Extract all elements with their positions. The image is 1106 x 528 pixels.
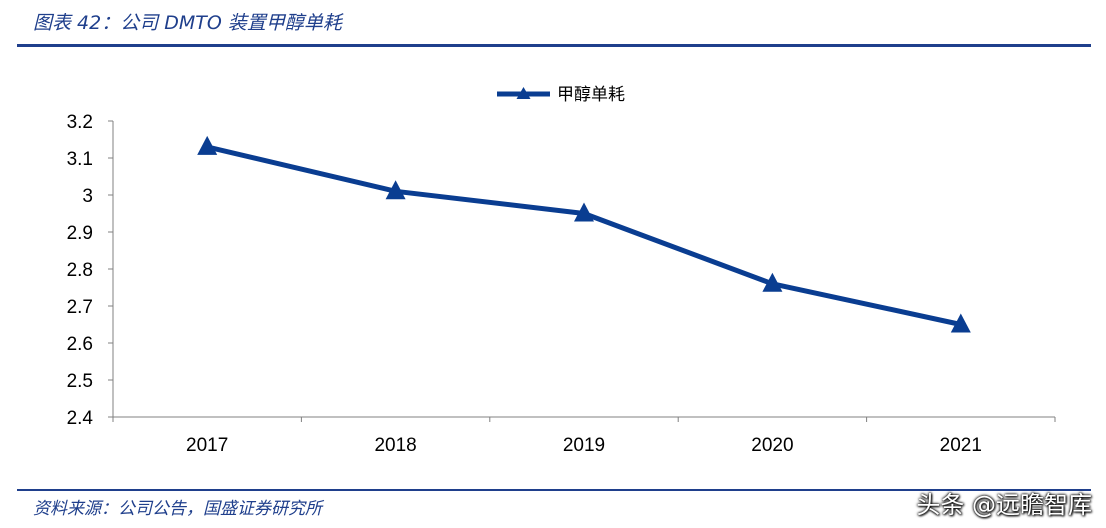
y-tick-label: 2.5 xyxy=(67,371,93,392)
legend-label: 甲醇单耗 xyxy=(557,85,625,105)
y-tick-label: 2.8 xyxy=(67,260,93,281)
y-tick-label: 2.4 xyxy=(67,408,94,429)
data-point-triangle xyxy=(762,272,783,292)
series-line xyxy=(206,144,962,327)
source-note: 资料来源：公司公告，国盛证券研究所 xyxy=(33,499,322,519)
y-tick-label: 3.1 xyxy=(67,149,93,170)
legend-triangle-marker xyxy=(516,87,531,99)
x-tick-label: 2020 xyxy=(751,435,793,456)
y-tick-label: 2.9 xyxy=(67,223,93,244)
data-point-triangle xyxy=(385,180,406,200)
y-tick-label: 2.7 xyxy=(67,297,93,318)
x-tick-label: 2017 xyxy=(186,435,228,456)
data-point-triangle xyxy=(197,135,218,155)
title-divider xyxy=(17,44,1091,47)
chart-title: 图表 42：公司 DMTO 装置甲醇单耗 xyxy=(33,12,342,34)
footer-divider xyxy=(17,489,1091,491)
chart-series xyxy=(197,135,971,333)
x-tick-label: 2021 xyxy=(940,435,982,456)
y-tick-label: 3.2 xyxy=(67,112,93,133)
data-point-triangle xyxy=(950,313,971,333)
x-tick-label: 2018 xyxy=(374,435,416,456)
data-point-triangle xyxy=(574,202,594,222)
y-tick-label: 3 xyxy=(82,186,93,207)
chart-axes: 3.2 3.1 3 2.9 2.8 2.7 2.6 2.5 2.4 2017 2018 2019 202… xyxy=(67,112,1056,456)
chart-legend: 甲醇单耗 xyxy=(497,85,625,105)
x-tick-label: 2019 xyxy=(563,435,605,456)
y-tick-label: 2.6 xyxy=(67,334,93,355)
watermark: 头条 @远瞻智库 xyxy=(916,491,1092,519)
